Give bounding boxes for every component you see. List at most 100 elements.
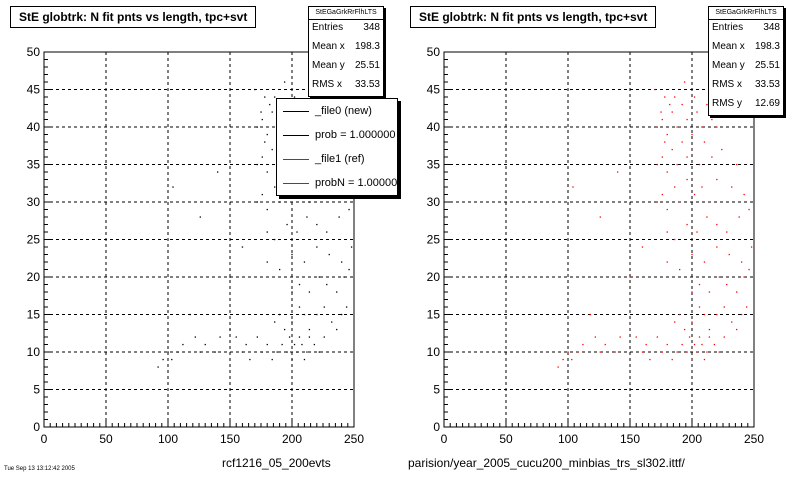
y-tick-label: 20 xyxy=(427,270,441,284)
scatter-point xyxy=(276,351,278,353)
left-plot-pad: 0 50 100 150 200 250 0 5 10 15 20 25 30 35 40 45 50 StE … xyxy=(10,6,398,470)
scatter-point xyxy=(219,336,221,338)
right-stat-rms-y: RMS y 12.69 xyxy=(709,96,783,115)
y-tick-label: 40 xyxy=(427,120,441,134)
legend-line-red xyxy=(283,158,309,160)
legend-label: _file0 (new) xyxy=(315,105,372,117)
y-tick-label: 30 xyxy=(27,195,41,209)
scatter-point xyxy=(194,336,196,338)
scatter-point xyxy=(249,358,251,361)
scatter-point xyxy=(291,253,293,256)
scatter-point xyxy=(313,343,316,346)
scatter-point xyxy=(571,358,573,361)
scatter-point xyxy=(674,321,676,323)
scatter-point xyxy=(728,253,730,256)
scatter-point xyxy=(266,261,268,263)
scatter-point xyxy=(666,133,668,136)
y-tick-label: 25 xyxy=(27,233,41,247)
right-stat-value: 12.69 xyxy=(754,98,780,109)
scatter-point xyxy=(336,328,338,331)
scatter-point xyxy=(336,291,338,293)
scatter-point xyxy=(594,336,596,338)
scatter-point xyxy=(698,306,701,308)
scatter-point xyxy=(661,156,663,158)
scatter-point xyxy=(279,268,281,271)
y-tick-label: 0 xyxy=(433,420,440,434)
scatter-point xyxy=(708,201,711,203)
scatter-point xyxy=(323,336,325,338)
right-stats-box: StEGaGrkRrFlhLTS Entries 348 Mean x 198.… xyxy=(708,6,784,116)
scatter-point xyxy=(683,328,686,331)
scatter-point xyxy=(698,336,701,338)
right-stat-value: 348 xyxy=(763,22,780,33)
scatter-point xyxy=(241,351,244,353)
legend-entry-file1: _file1 (ref) xyxy=(277,147,397,171)
scatter-point xyxy=(686,118,688,121)
scatter-point xyxy=(698,163,701,166)
scatter-point xyxy=(629,328,631,331)
scatter-point xyxy=(281,343,283,346)
scatter-point xyxy=(696,231,698,233)
scatter-point xyxy=(750,246,753,248)
scatter-point xyxy=(167,351,169,353)
scatter-point xyxy=(671,358,673,361)
scatter-point xyxy=(582,343,584,346)
x-tick-label: 250 xyxy=(744,432,764,446)
y-tick-label: 40 xyxy=(27,120,41,134)
scatter-point xyxy=(318,351,320,353)
scatter-point xyxy=(293,96,296,98)
scatter-point xyxy=(679,126,681,128)
scatter-point xyxy=(718,351,720,353)
scatter-point xyxy=(721,148,723,151)
scatter-point xyxy=(726,283,728,286)
scatter-point xyxy=(171,358,173,361)
scatter-point xyxy=(177,351,179,353)
scatter-point xyxy=(341,261,343,263)
x-tick-label: 200 xyxy=(282,432,302,446)
scatter-point xyxy=(256,201,258,203)
scatter-point xyxy=(703,313,706,316)
right-stat-mean-x: Mean x 198.3 xyxy=(709,39,783,58)
scatter-point xyxy=(656,126,658,128)
scatter-point xyxy=(323,306,325,308)
scatter-point xyxy=(656,201,658,203)
scatter-point xyxy=(303,358,306,361)
scatter-point xyxy=(656,336,658,338)
scatter-point xyxy=(301,343,303,346)
scatter-point xyxy=(738,216,740,218)
scatter-point xyxy=(271,111,273,113)
scatter-point xyxy=(308,328,311,331)
y-tick-label: 45 xyxy=(427,83,441,97)
scatter-point xyxy=(266,231,268,233)
right-stat-value: 33.53 xyxy=(754,79,780,90)
scatter-point xyxy=(298,283,301,286)
scatter-point xyxy=(691,321,693,323)
scatter-point xyxy=(666,231,668,233)
scatter-point xyxy=(666,171,668,173)
scatter-point xyxy=(701,343,703,346)
timestamp-text: Tue Sep 13 13:12:42 2005 xyxy=(4,466,75,472)
scatter-point xyxy=(708,328,711,331)
scatter-point xyxy=(303,261,306,263)
scatter-point xyxy=(679,201,681,203)
y-tick-label: 15 xyxy=(27,308,41,322)
right-plot-pad: 0 50 100 150 200 250 0 5 10 15 20 25 30 35 40 45 50 StE … xyxy=(400,0,800,480)
scatter-point xyxy=(661,118,663,121)
left-stat-value: 33.53 xyxy=(354,79,380,90)
scatter-point xyxy=(199,351,201,353)
scatter-point xyxy=(162,358,164,361)
scatter-point xyxy=(328,253,330,256)
scatter-point xyxy=(256,163,258,166)
scatter-point xyxy=(731,321,733,323)
y-tick-label: 0 xyxy=(33,420,40,434)
scatter-point xyxy=(731,186,733,188)
scatter-point xyxy=(645,343,647,346)
scatter-point xyxy=(681,103,683,106)
scatter-point xyxy=(308,336,311,338)
scatter-point xyxy=(718,276,720,278)
scatter-point xyxy=(741,261,743,263)
scatter-point xyxy=(266,343,268,346)
scatter-point xyxy=(296,351,298,353)
scatter-point xyxy=(748,208,750,211)
scatter-point xyxy=(316,246,318,248)
